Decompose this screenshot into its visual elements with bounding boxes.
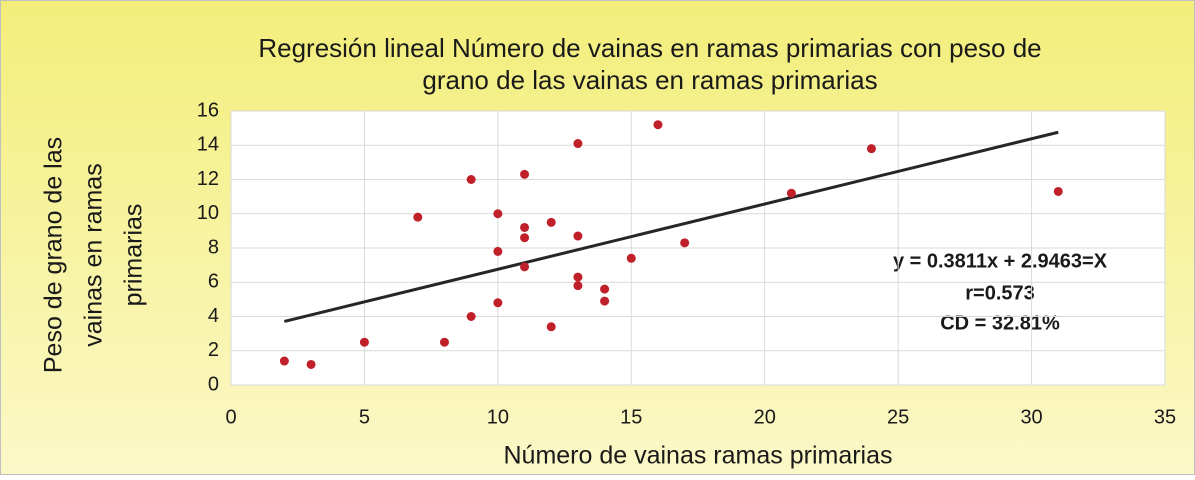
point [306,359,316,369]
point [600,284,610,294]
point [546,217,556,227]
point [466,312,476,321]
y-axis-label-line: primarias [120,204,148,307]
point [520,222,530,232]
point [546,322,556,332]
point [653,120,663,130]
point [520,262,530,272]
x-tick-label: 10 [487,406,509,428]
point [626,253,636,263]
x-tick-label: 35 [1154,406,1176,428]
y-tick-label: 0 [208,373,219,395]
y-axis-label-line: vainas en ramas [80,163,108,346]
point [573,281,583,291]
y-axis-label-line: Peso de grano de las [40,137,68,373]
x-tick-label: 25 [887,406,909,428]
chart-title: Regresión lineal Número de vainas en ram… [258,33,1041,63]
y-tick-label: 8 [208,236,219,258]
point [520,233,530,243]
point [466,175,476,184]
x-tick-label: 20 [754,406,776,428]
y-tick-label: 4 [208,305,219,327]
annotation: CD = 32.81% [940,312,1060,334]
point [359,337,369,347]
point [493,209,503,219]
x-tick-label: 0 [225,406,236,428]
point [413,212,423,222]
point [573,272,583,282]
y-tick-label: 10 [197,202,219,224]
point [786,188,796,198]
point [1053,186,1063,196]
point [866,144,876,154]
point [680,238,690,248]
x-tick-label: 15 [620,406,642,428]
point [439,337,449,347]
trendline [284,130,1059,323]
chart-title: grano de las vainas en ramas primarias [422,65,877,95]
x-axis-label: Número de vainas ramas primarias [503,442,892,470]
y-tick-label: 12 [197,168,219,190]
point [279,356,289,366]
point [573,231,583,241]
point [600,296,610,306]
y-tick-label: 2 [208,339,219,361]
y-tick-label: 16 [197,99,219,121]
point [493,298,503,308]
y-tick-label: 14 [197,134,219,156]
x-tick-label: 30 [1020,406,1042,428]
point [493,246,503,256]
point [573,139,583,149]
point [520,169,530,179]
annotation: r=0.573 [965,282,1035,304]
y-tick-label: 6 [208,271,219,293]
x-tick-label: 5 [359,406,370,428]
annotation: y = 0.3811x + 2.9463=X [893,250,1108,272]
y-axis-label: Peso de grano de las vainas en ramas pri… [40,137,148,373]
